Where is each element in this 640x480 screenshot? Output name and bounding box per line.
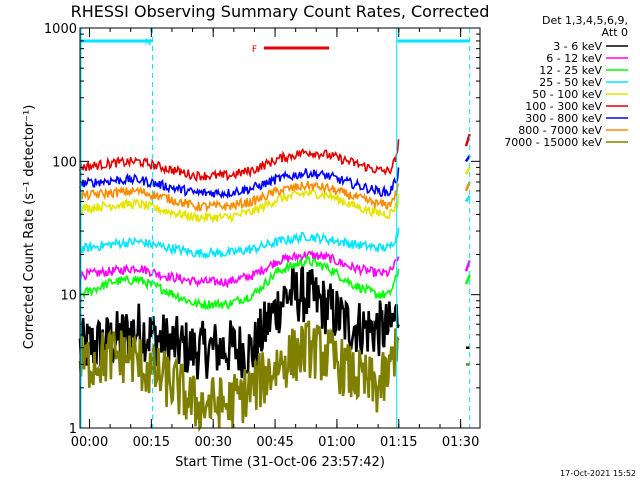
plot-frame [79,27,481,429]
y-axis-label: Corrected Count Rate (s⁻¹ detector⁻¹) [22,105,37,350]
series-after-gap-1 [464,260,471,272]
series-after-gap-6 [464,155,471,162]
series-after-gap-3 [464,195,471,203]
x-tick-label: 00:15 [133,435,170,450]
legend-entry-label: 25 - 50 keV [539,76,602,89]
legend-entry-label: 12 - 25 keV [539,64,602,77]
x-tick-label: 01:30 [442,435,479,450]
x-axis-label: Start Time (31-Oct-06 23:57:42) [175,455,385,470]
series-line-0 [78,266,400,380]
series-line-1 [79,249,400,289]
flag-label-2: F [252,45,257,55]
legend-entry-label: 6 - 12 keV [546,52,602,65]
x-tick-label: 01:15 [380,435,417,450]
plot-area: N F 1 10 100 1000 00:00 00:15 00:30 00:45 01:00 01:… [44,22,481,450]
footer-timestamp: 17-Oct-2021 15:52 [560,469,636,478]
series-after-gap-5 [464,133,471,147]
legend-entry-label: 50 - 100 keV [532,88,602,101]
legend-header-line: Att 0 [602,26,628,39]
series-after-gap-4 [464,166,471,175]
flag-label-0: N [145,38,152,48]
legend-entry-label: 300 - 800 keV [525,112,602,125]
y-tick-label: 1 [69,422,77,437]
series-after-gap-2 [464,274,471,285]
x-tick-label: 01:00 [318,435,355,450]
y-tick-label: 1000 [44,22,77,37]
series-line-3 [79,227,400,260]
legend-header-line: Det 1,3,4,5,6,9, [542,14,628,27]
x-tick-label: 00:30 [194,435,231,450]
series-line-2 [79,254,400,311]
x-tick-label: 00:45 [256,435,293,450]
series-line-4 [79,188,400,224]
series-after-gap-7 [464,181,471,192]
y-tick-label: 10 [60,289,77,304]
legend-entry-label: 7000 - 15000 keV [504,136,602,149]
series-line-5 [79,139,400,183]
legend-entry-label: 3 - 6 keV [553,40,602,53]
series-line-7 [79,180,400,213]
chart-title: RHESSI Observing Summary Count Rates, Co… [71,2,490,21]
series-line-6 [79,167,400,199]
legend-entry-label: 100 - 300 keV [525,100,602,113]
series-line-8 [78,320,400,433]
legend-entry-label: 800 - 7000 keV [518,124,602,137]
y-tick-label: 100 [52,155,77,170]
x-tick-label: 00:00 [71,435,108,450]
